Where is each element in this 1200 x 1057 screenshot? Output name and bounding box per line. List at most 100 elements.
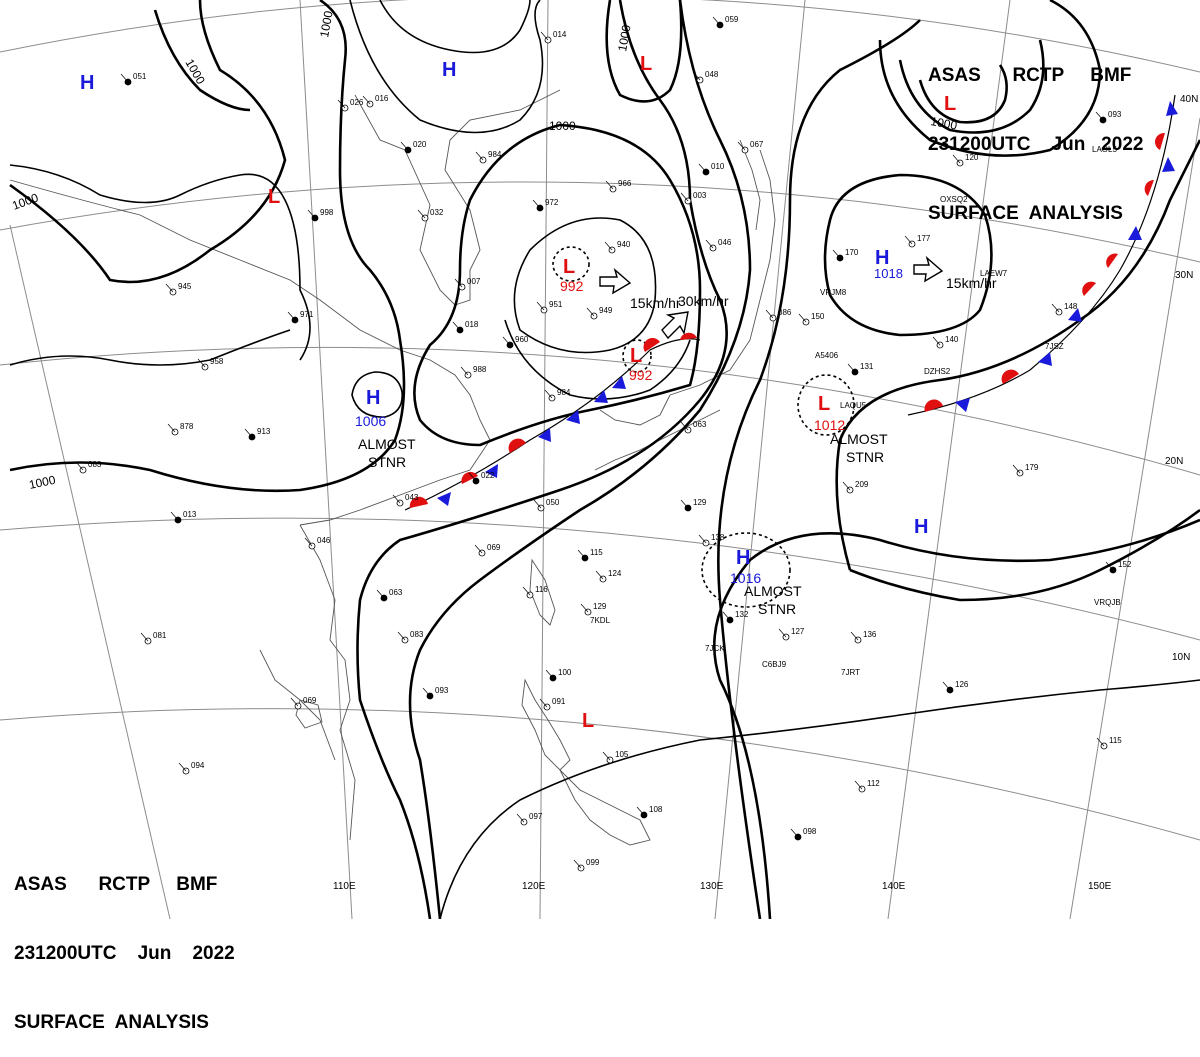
stationary-note: STNR <box>368 454 406 470</box>
dashed-ring-992-north <box>552 246 590 282</box>
wind-barb <box>75 461 84 471</box>
header-line-1: ASAS RCTP BMF <box>928 65 1132 86</box>
cold-front-symbol <box>955 398 970 412</box>
meridian-140e <box>887 0 1011 919</box>
high-center-label: H <box>875 247 889 269</box>
station-id: 7JCK <box>705 644 725 653</box>
wind-barb <box>798 313 807 323</box>
wind-barb <box>712 16 721 26</box>
coast-philippines-south <box>559 769 651 846</box>
isobar-arc-big <box>717 19 921 919</box>
isobar-1016-inner <box>849 508 1200 602</box>
station-pressure: 003 <box>693 191 707 200</box>
wind-barb <box>573 859 582 869</box>
wind-barb <box>698 534 707 544</box>
wind-barb <box>178 762 187 772</box>
wind-barb <box>577 549 586 559</box>
station-pressure: 984 <box>488 150 502 159</box>
station-pressure: 050 <box>546 498 560 507</box>
isobar-1000-west <box>9 0 287 284</box>
isobar-992-ring <box>513 217 657 354</box>
wind-barb <box>397 631 406 641</box>
wind-barb <box>1095 111 1104 121</box>
isobar-north-1 <box>349 0 544 134</box>
wind-barb <box>692 71 701 81</box>
station-pressure: 046 <box>718 238 732 247</box>
station-pressure: 120 <box>965 153 979 162</box>
meridian-110e <box>299 0 353 919</box>
station-pressure: 129 <box>693 498 707 507</box>
station-pressure: 108 <box>649 805 663 814</box>
station-plots: 051 016 026 020 984 966 972 940 003 010 067 046 059 0… <box>75 15 1132 872</box>
isobar-1006-ring <box>351 371 403 418</box>
cold-front-symbol <box>1038 352 1052 366</box>
warm-front-symbol <box>1144 179 1154 196</box>
isobar-1000-southwest <box>9 0 406 493</box>
warm-front-symbol <box>1001 369 1019 384</box>
meridian-100e <box>9 224 171 919</box>
station-pressure: 100 <box>558 668 572 677</box>
wind-barb <box>842 481 851 491</box>
stationary-note: ALMOST <box>830 431 888 447</box>
station-pressure: 026 <box>350 98 364 107</box>
header-line-2: 231200UTC Jun 2022 <box>928 134 1144 155</box>
station-pressure: 131 <box>860 362 874 371</box>
wind-barb <box>376 589 385 599</box>
low-center-label: L <box>630 345 642 367</box>
wind-barb <box>452 321 461 331</box>
station-pressure: 083 <box>410 630 424 639</box>
station-pressure: 093 <box>1108 110 1122 119</box>
wind-barb <box>165 283 174 293</box>
station-pressure: 081 <box>153 631 167 640</box>
station-pressure: 069 <box>487 543 501 552</box>
station-pressure: 138 <box>711 533 725 542</box>
station-pressure: 032 <box>430 208 444 217</box>
coast-sakhalin <box>739 139 761 231</box>
station-pressure: 152 <box>1118 560 1132 569</box>
surface-analysis-map: 110E 120E 130E 140E 150E 40N 30N 20N 10N <box>0 0 1200 919</box>
high-center-label: H <box>366 387 380 409</box>
cold-front-symbol <box>594 390 608 403</box>
isobar-nw-low-mid <box>898 39 1045 134</box>
station-pressure: 179 <box>1025 463 1039 472</box>
station-pressure: 170 <box>845 248 859 257</box>
motion-speed-label: 15km/hr <box>946 275 997 291</box>
station-id: VRQJB <box>1094 598 1121 607</box>
wind-barb <box>304 537 313 547</box>
isobar-west-line <box>9 329 291 366</box>
chart-footer: ASAS RCTP BMF 231200UTC Jun 2022 SURFACE… <box>14 827 235 1057</box>
station-pressure: 945 <box>178 282 192 291</box>
wind-barb <box>502 336 511 346</box>
station-id: LAQU5 <box>840 401 867 410</box>
station-id: VRJM8 <box>820 288 847 297</box>
parallel-30n <box>0 181 1200 263</box>
station-pressure: 059 <box>725 15 739 24</box>
isobar-south-east <box>439 679 1200 919</box>
warm-front-symbol <box>924 399 943 412</box>
coast-japan-honshu <box>669 149 776 396</box>
wind-barb <box>605 180 614 190</box>
dashed-ring-1012 <box>797 374 855 436</box>
station-pressure: 016 <box>375 94 389 103</box>
wind-barb <box>475 151 484 161</box>
high-center-label: H <box>736 547 750 569</box>
station-pressure: 007 <box>467 277 481 286</box>
meridian-130e <box>714 0 806 919</box>
station-pressure: 098 <box>803 827 817 836</box>
wind-barb <box>120 73 129 83</box>
isobar-1000-cyclone <box>413 123 702 447</box>
wind-barb <box>680 499 689 509</box>
station-pressure: 988 <box>473 365 487 374</box>
station-id: LAEW7 <box>980 269 1008 278</box>
station-id: C6BJ9 <box>762 660 787 669</box>
station-pressure: 046 <box>317 536 331 545</box>
lat-label-30n: 30N <box>1175 270 1193 281</box>
wind-barb <box>454 278 463 288</box>
station-pressure: 083 <box>88 460 102 469</box>
station-pressure: 949 <box>599 306 613 315</box>
wind-barb <box>942 681 951 691</box>
stationary-front-east <box>907 94 1178 416</box>
stationary-front-west <box>404 332 701 511</box>
cold-front-symbol <box>485 464 498 478</box>
wind-barb <box>544 389 553 399</box>
